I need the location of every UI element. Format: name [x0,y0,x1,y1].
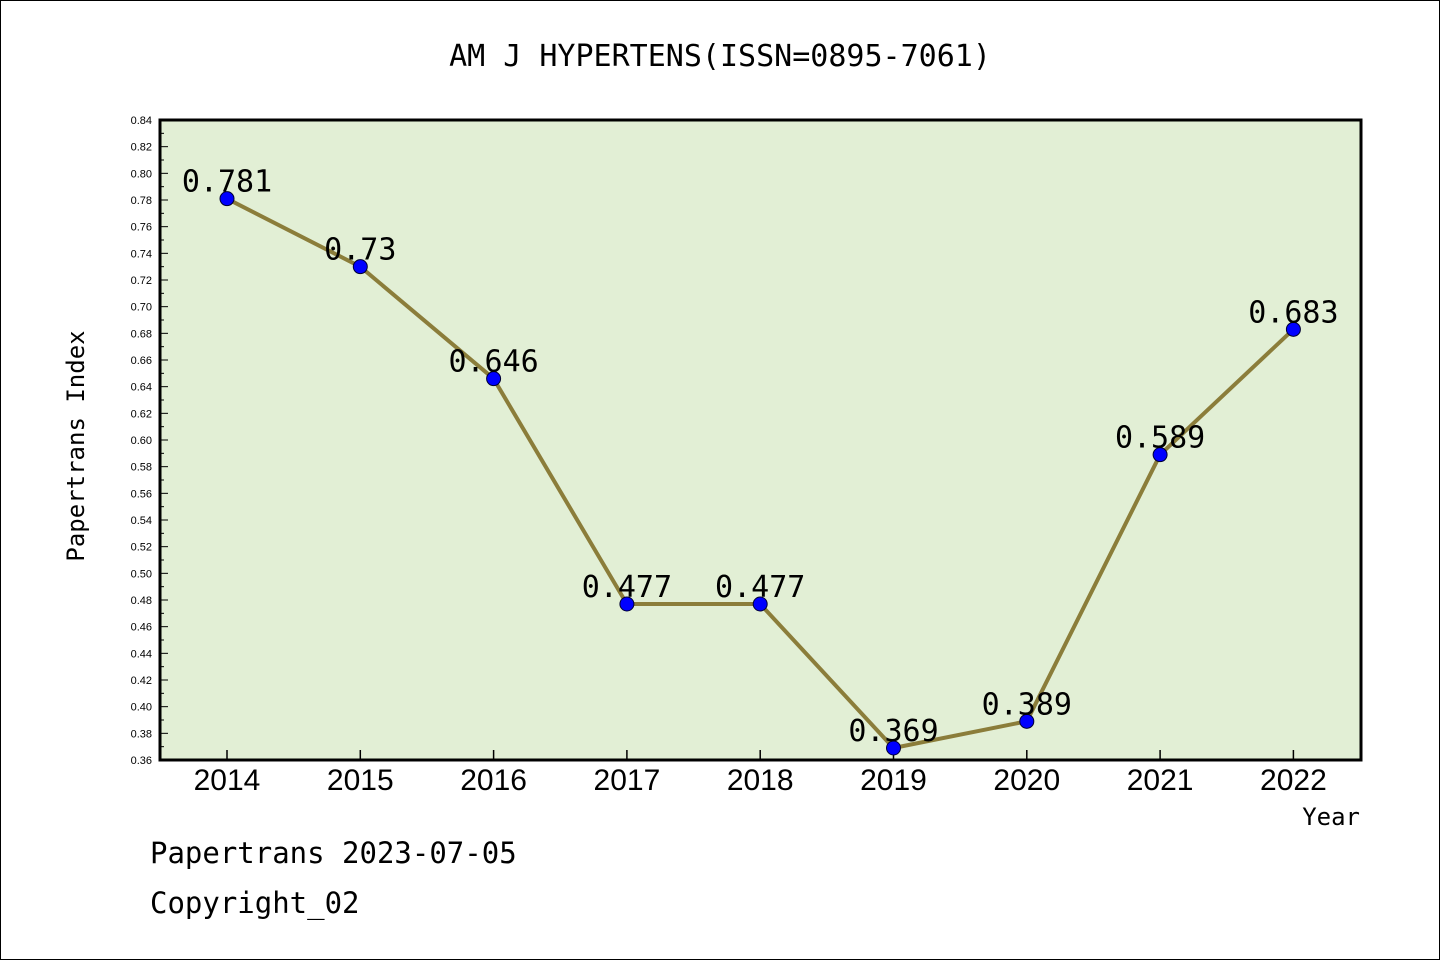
data-point [1152,447,1168,463]
y-tick-label: 0.84 [131,115,152,127]
data-point [1285,321,1301,337]
data-label: 0.389 [982,687,1072,722]
data-point [886,740,901,756]
x-tick-label: 2020 [993,764,1060,797]
y-tick-label: 0.38 [131,728,152,740]
x-tick-label: 2015 [327,764,394,797]
x-tick-label: 2019 [860,764,927,797]
y-tick-label: 0.46 [131,622,152,634]
y-tick-label: 0.42 [131,675,152,687]
data-point [352,259,368,275]
footer-date: Papertrans 2023-07-05 [150,836,517,870]
y-tick-label: 0.78 [131,195,152,207]
data-label: 0.477 [715,570,805,605]
y-axis-tick-labels: 0.36 0.38 0.40 0.42 0.44 0.46 0.48 0.50 0.52 0.54… [131,115,152,767]
y-tick-label: 0.58 [131,462,152,474]
data-point [486,371,502,387]
y-tick-label: 0.74 [131,248,152,260]
x-tick-label: 2018 [727,764,794,797]
x-axis-tick-labels: 2014 2015 2016 2017 2018 2019 2020 2021 2022 [194,764,1327,797]
x-tick-label: 2016 [460,764,527,797]
data-point [219,191,235,207]
y-tick-label: 0.80 [131,168,152,180]
y-tick-label: 0.72 [131,275,152,287]
data-point [619,596,635,612]
y-tick-label: 0.68 [131,328,152,340]
x-tick-label: 2022 [1260,764,1327,797]
data-label: 0.477 [582,570,672,605]
y-tick-label: 0.76 [131,222,152,234]
data-label: 0.781 [182,165,272,200]
y-axis-ticks [160,119,168,761]
y-tick-label: 0.62 [131,408,152,420]
chart-title: AM J HYPERTENS(ISSN=0895-7061) [449,39,991,74]
x-tick-label: 2017 [594,764,661,797]
y-tick-label: 0.66 [131,355,152,367]
data-label: 0.369 [848,714,938,749]
data-label: 0.683 [1248,295,1338,330]
y-tick-label: 0.50 [131,568,152,580]
y-tick-label: 0.48 [131,595,152,607]
y-tick-label: 0.44 [131,648,152,660]
y-tick-label: 0.52 [131,542,152,554]
x-tick-label: 2014 [194,764,261,797]
data-label: 0.646 [448,345,538,380]
data-points [219,191,1301,756]
y-tick-label: 0.54 [131,515,152,527]
plot-area [158,118,1363,762]
data-labels: 0.781 0.73 0.646 0.477 0.477 0.369 0.389 0.589 0… [182,165,1339,749]
y-tick-label: 0.60 [131,435,152,447]
data-point [1019,713,1035,729]
x-axis-label: Year [1302,803,1360,831]
x-tick-label: 2021 [1127,764,1194,797]
y-tick-label: 0.70 [131,302,152,314]
y-tick-label: 0.36 [131,755,152,767]
data-label: 0.73 [324,233,396,268]
data-label: 0.589 [1115,421,1205,456]
footer-copyright: Copyright_02 [150,886,360,920]
y-tick-label: 0.82 [131,142,152,154]
y-tick-label: 0.40 [131,702,152,714]
y-tick-label: 0.56 [131,488,152,500]
data-point [752,596,768,612]
y-axis-label: Papertrans Index [62,330,90,561]
y-tick-label: 0.64 [131,382,152,394]
